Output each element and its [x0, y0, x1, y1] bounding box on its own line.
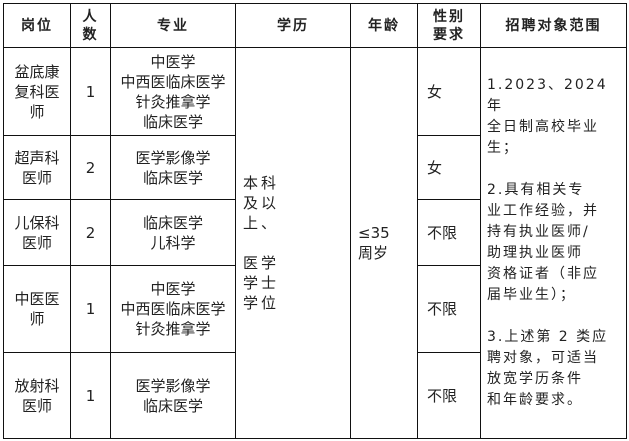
header-major: 专业	[110, 3, 236, 48]
cell-age: ≤35 周岁	[350, 47, 418, 439]
cell-education: 本科 及以 上、 医学 学士 学位	[235, 47, 351, 439]
cell-gender: 女	[417, 135, 481, 200]
header-position: 岗位	[3, 3, 71, 48]
cell-major: 医学影像学 临床医学	[110, 135, 236, 200]
cell-major: 中医学 中西医临床医学 针灸推拿学	[110, 265, 236, 353]
header-gender: 性别 要求	[417, 3, 481, 48]
cell-count: 1	[70, 265, 111, 353]
cell-count: 2	[70, 199, 111, 266]
header-education: 学历	[235, 3, 351, 48]
cell-count: 1	[70, 352, 111, 439]
cell-gender: 不限	[417, 265, 481, 353]
cell-scope: 1.2023、2024 年 全日制高校毕业 生； 2.具有相关专 业工作经验，并…	[480, 47, 627, 439]
header-scope: 招聘对象范围	[480, 3, 627, 48]
cell-position: 超声科 医师	[3, 135, 71, 200]
cell-position: 中医医 师	[3, 265, 71, 353]
cell-gender: 女	[417, 47, 481, 136]
header-row: 岗位 人 数 专业 学历 年龄 性别 要求 招聘对象范围	[3, 3, 627, 48]
header-count: 人 数	[70, 3, 111, 48]
table-row: 放射科 医师 1 医学影像学 临床医学 不限	[3, 352, 627, 439]
cell-major: 医学影像学 临床医学	[110, 352, 236, 439]
recruitment-table: 岗位 人 数 专业 学历 年龄 性别 要求 招聘对象范围 盆底康 复科医 师 1…	[3, 3, 627, 439]
cell-position: 盆底康 复科医 师	[3, 47, 71, 136]
cell-position: 放射科 医师	[3, 352, 71, 439]
cell-count: 1	[70, 47, 111, 136]
cell-position: 儿保科 医师	[3, 199, 71, 266]
cell-major: 临床医学 儿科学	[110, 199, 236, 266]
header-age: 年龄	[350, 3, 418, 48]
table-row: 儿保科 医师 2 临床医学 儿科学 不限	[3, 199, 627, 266]
cell-count: 2	[70, 135, 111, 200]
table-row: 盆底康 复科医 师 1 中医学 中西医临床医学 针灸推拿学 临床医学 本科 及以…	[3, 47, 627, 439]
cell-gender: 不限	[417, 352, 481, 439]
cell-gender: 不限	[417, 199, 481, 266]
cell-major: 中医学 中西医临床医学 针灸推拿学 临床医学	[110, 47, 236, 136]
table-row: 超声科 医师 2 医学影像学 临床医学 女	[3, 135, 627, 200]
